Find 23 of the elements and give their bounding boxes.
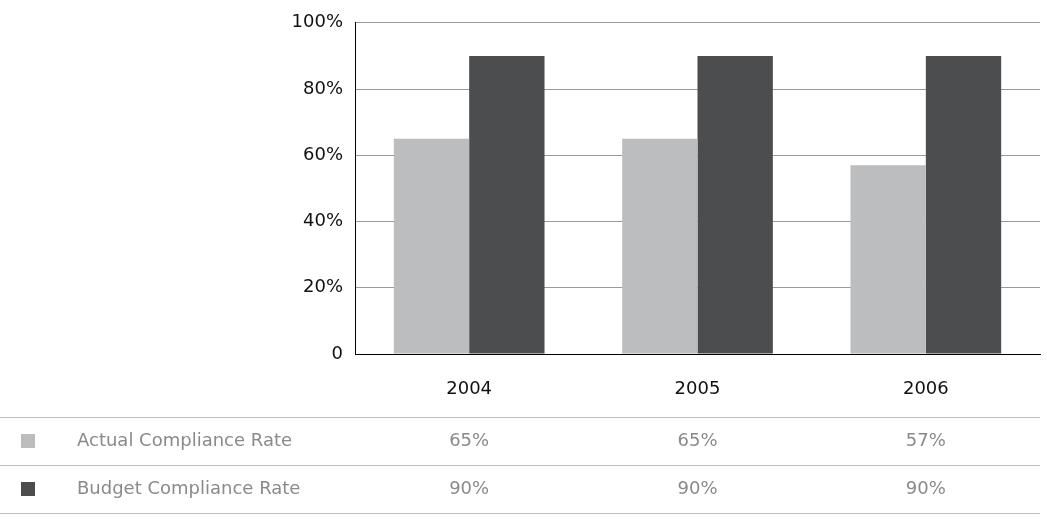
data-label: 57% xyxy=(905,428,946,450)
y-tick-label: 100% xyxy=(291,10,343,32)
data-label: 90% xyxy=(905,476,946,498)
bar xyxy=(850,165,926,354)
legend-label: Actual Compliance Rate xyxy=(77,428,293,450)
y-tick-label: 20% xyxy=(302,275,343,297)
legend-label: Budget Compliance Rate xyxy=(77,476,301,498)
bar xyxy=(925,55,1002,354)
data-label: 65% xyxy=(677,428,718,450)
bar xyxy=(622,138,698,354)
y-tick-label: 80% xyxy=(302,76,343,98)
bar xyxy=(469,55,545,354)
bar xyxy=(697,55,773,354)
x-tick-label: 2004 xyxy=(446,377,493,399)
data-label: 90% xyxy=(449,476,490,498)
x-tick-label: 2005 xyxy=(674,377,721,399)
y-tick-label: 0 xyxy=(331,341,343,363)
y-tick-label: 60% xyxy=(302,142,343,164)
data-label: 90% xyxy=(677,476,718,498)
x-tick-label: 2006 xyxy=(902,377,949,399)
y-tick-label: 40% xyxy=(302,209,343,231)
bar xyxy=(393,138,470,354)
data-label: 65% xyxy=(449,428,490,450)
